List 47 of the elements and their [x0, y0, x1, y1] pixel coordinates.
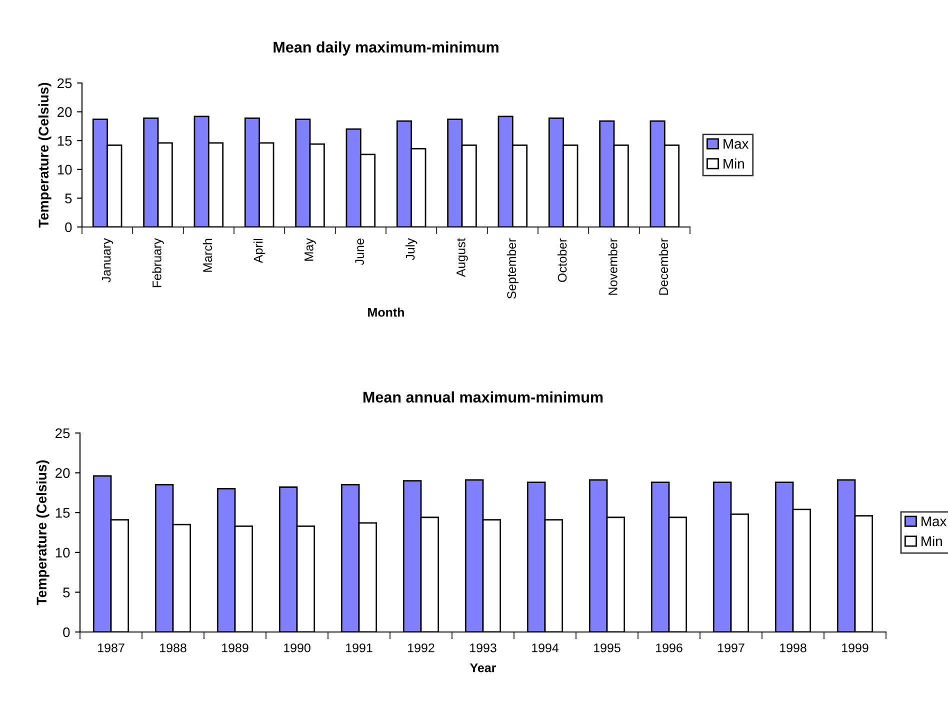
- legend-label: Max: [724, 139, 749, 149]
- x-tick-label: 1997: [718, 643, 744, 652]
- x-tick-label: September: [506, 238, 518, 299]
- y-axis-title: Temperature (Celsius): [38, 82, 52, 228]
- y-tick-label: 25: [58, 78, 72, 88]
- x-tick-label: February: [152, 238, 164, 288]
- chart-title: Mean annual maximum-minimum: [363, 391, 603, 403]
- chart-title: Mean daily maximum-minimum: [274, 41, 498, 56]
- x-tick-label: August: [456, 238, 468, 277]
- x-tick-label: October: [558, 238, 567, 282]
- x-tick-label: 1987: [98, 643, 124, 652]
- y-tick-label: 20: [58, 107, 72, 117]
- y-tick-label: 5: [63, 588, 70, 598]
- y-tick-label: 10: [56, 548, 70, 558]
- x-tick-label: 1988: [160, 643, 186, 652]
- x-tick-label: 1993: [470, 643, 496, 652]
- x-axis-title: Month: [368, 308, 404, 317]
- x-tick-label: 1998: [780, 643, 806, 652]
- y-tick-label: 15: [58, 136, 72, 146]
- y-tick-label: 5: [65, 194, 72, 204]
- legend-label: Min: [922, 536, 942, 546]
- x-tick-label: June: [355, 238, 364, 266]
- x-tick-label: January: [102, 238, 114, 282]
- y-tick-label: 20: [56, 468, 70, 478]
- legend-label: Min: [724, 158, 744, 169]
- x-tick-label: May: [304, 238, 316, 261]
- y-tick-label: 0: [63, 627, 70, 638]
- x-tick-label: 1995: [594, 643, 620, 652]
- x-axis-title: Year: [470, 664, 496, 672]
- x-tick-label: March: [202, 238, 212, 272]
- x-tick-label: December: [658, 238, 668, 295]
- x-tick-label: July: [406, 238, 418, 260]
- x-tick-label: 1996: [656, 643, 682, 652]
- x-tick-label: 1994: [532, 643, 559, 652]
- y-tick-label: 15: [56, 508, 70, 518]
- x-tick-label: November: [608, 238, 618, 295]
- y-tick-label: 25: [56, 428, 70, 438]
- x-tick-label: 1999: [842, 643, 868, 652]
- x-tick-label: 1989: [222, 643, 248, 652]
- x-tick-label: April: [254, 238, 266, 264]
- y-tick-label: 10: [58, 164, 72, 175]
- x-tick-label: 1990: [284, 643, 310, 652]
- x-tick-label: 1991: [346, 643, 372, 652]
- y-axis-title: Temperature (Celsius): [36, 460, 50, 606]
- legend-label: Max: [922, 516, 947, 526]
- y-tick-label: 0: [65, 222, 72, 232]
- x-tick-label: 1992: [408, 643, 434, 652]
